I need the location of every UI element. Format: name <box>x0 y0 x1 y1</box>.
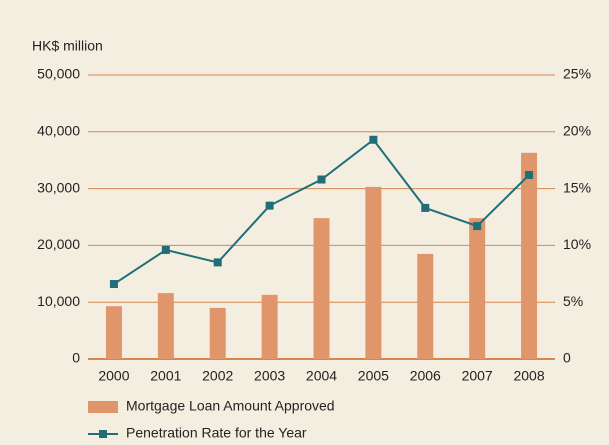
x-tick-label: 2001 <box>150 368 181 384</box>
line-marker <box>525 170 534 179</box>
legend-swatch <box>99 430 107 438</box>
y2-tick-label: 10% <box>563 236 591 252</box>
x-tick-label: 2006 <box>410 368 441 384</box>
y-tick-label: 50,000 <box>37 66 80 82</box>
x-tick-label: 2008 <box>513 368 544 384</box>
legend-label: Penetration Rate for the Year <box>126 425 307 441</box>
y-tick-label: 0 <box>72 350 80 366</box>
x-tick-label: 2005 <box>358 368 389 384</box>
legend-swatch <box>88 401 118 413</box>
y-tick-label: 30,000 <box>37 179 80 195</box>
x-tick-label: 2004 <box>306 368 337 384</box>
bar <box>105 306 122 359</box>
y-tick-label: 40,000 <box>37 123 80 139</box>
bar <box>521 152 538 359</box>
bar <box>417 253 434 359</box>
x-tick-label: 2000 <box>98 368 129 384</box>
bar <box>157 293 174 359</box>
x-tick-label: 2007 <box>462 368 493 384</box>
line-marker <box>317 175 326 184</box>
y2-tick-label: 0 <box>563 350 571 366</box>
bar <box>365 186 382 359</box>
bar <box>261 294 278 359</box>
line-marker <box>473 222 482 231</box>
y-tick-label: 10,000 <box>37 293 80 309</box>
line-marker <box>213 258 222 267</box>
y-axis-label: HK$ million <box>32 38 103 54</box>
y-tick-label: 20,000 <box>37 236 80 252</box>
legend-label: Mortgage Loan Amount Approved <box>126 398 335 414</box>
bar <box>469 218 486 359</box>
x-tick-label: 2003 <box>254 368 285 384</box>
line-marker <box>161 245 170 254</box>
y2-tick-label: 5% <box>563 293 583 309</box>
line-marker <box>109 280 118 289</box>
y2-tick-label: 15% <box>563 179 591 195</box>
x-tick-label: 2002 <box>202 368 233 384</box>
bar <box>209 307 226 359</box>
line-marker <box>369 135 378 144</box>
y2-tick-label: 25% <box>563 66 591 82</box>
line-marker <box>265 201 274 210</box>
line-marker <box>421 203 430 212</box>
bar <box>313 218 330 359</box>
y2-tick-label: 20% <box>563 123 591 139</box>
